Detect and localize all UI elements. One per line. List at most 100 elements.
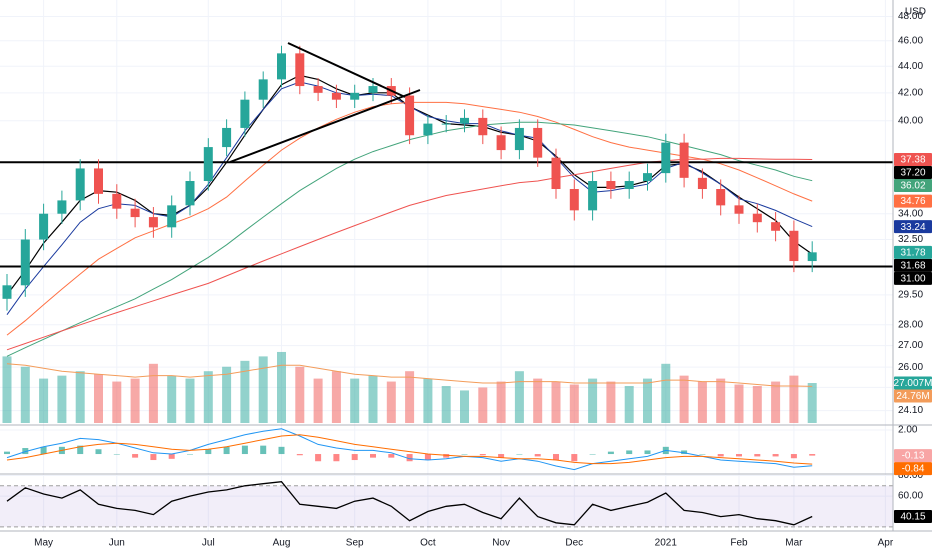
macd-histogram-bar xyxy=(40,446,47,455)
price-badge xyxy=(894,165,932,179)
volume-bar xyxy=(277,351,286,423)
price-badge xyxy=(894,509,932,523)
y-tick-label: 34.00 xyxy=(898,208,923,219)
macd-histogram-bar xyxy=(150,454,157,461)
macd-histogram-bar xyxy=(370,454,376,458)
volume-bar xyxy=(789,375,799,423)
price-badge-label: 37.38 xyxy=(900,155,925,166)
volume-bar xyxy=(533,378,543,423)
volume-bar xyxy=(423,378,433,423)
macd-histogram-bar xyxy=(516,454,523,455)
macd-histogram-bar xyxy=(113,454,120,455)
volume-bar xyxy=(313,378,323,423)
volume-bar xyxy=(130,378,140,423)
volume-bar xyxy=(222,366,232,423)
candle-body xyxy=(313,86,323,93)
price-badge xyxy=(894,245,932,259)
price-badge-label: 37.20 xyxy=(900,168,925,179)
volume-bar xyxy=(478,387,488,423)
volume-bar xyxy=(295,366,305,423)
volume-bar xyxy=(716,378,726,423)
macd-histogram-bar xyxy=(498,454,505,458)
volume-bar xyxy=(588,378,598,423)
candle-body xyxy=(423,123,433,136)
volume-bar xyxy=(112,381,122,423)
candle-body xyxy=(112,193,122,209)
macd-histogram-bar xyxy=(278,446,285,455)
y-tick-label: 32.50 xyxy=(898,234,923,245)
volume-bar xyxy=(185,378,195,423)
y-tick-label: 28.00 xyxy=(898,319,923,330)
price-badge-label: 40.15 xyxy=(900,512,925,523)
macd-histogram-bar xyxy=(443,454,450,458)
candle-body xyxy=(203,147,213,182)
marks xyxy=(0,45,893,526)
macd-histogram-bar xyxy=(589,454,596,455)
macd-histogram-bar xyxy=(22,448,29,455)
y-tick-label: 27.00 xyxy=(898,340,923,351)
volume-bar xyxy=(661,363,671,423)
candle-body xyxy=(2,285,12,299)
candle-body xyxy=(295,53,305,87)
x-tick-label: Sep xyxy=(346,538,364,549)
macd-histogram-bar xyxy=(772,454,779,457)
candle-body xyxy=(350,92,360,100)
price-badge-label: 34.76 xyxy=(900,196,925,207)
y-tick-label: 48.00 xyxy=(898,11,923,22)
price-badge xyxy=(894,462,932,476)
candle-body xyxy=(148,217,158,228)
price-badge-label: -0.13 xyxy=(902,451,925,462)
candle-body xyxy=(514,127,524,151)
candle-body xyxy=(185,181,195,206)
currency-label: USD xyxy=(905,7,926,18)
macd-histogram-bar xyxy=(406,454,413,462)
candle-body xyxy=(20,239,30,286)
price-badge xyxy=(894,376,932,390)
candle-body xyxy=(643,173,652,182)
volume-bar xyxy=(551,381,561,423)
volume-bar xyxy=(57,375,67,423)
candle-body xyxy=(460,117,469,124)
macd-histogram-bar xyxy=(790,454,797,459)
y-tick-label: 44.00 xyxy=(898,61,923,72)
candle-body xyxy=(441,123,451,125)
volume-bar xyxy=(203,371,213,423)
x-tick-label: Oct xyxy=(420,538,436,549)
candle-body xyxy=(240,99,250,128)
volume-bar xyxy=(148,363,158,423)
price-badge xyxy=(894,178,932,192)
candle-body xyxy=(478,117,488,136)
macd-histogram-bar xyxy=(4,451,10,455)
macd-histogram-bar xyxy=(388,454,395,458)
macd-histogram-bar xyxy=(571,454,578,462)
volume-bar xyxy=(167,375,177,423)
rsi-line xyxy=(6,481,813,526)
candle-body xyxy=(734,205,744,214)
candle-body xyxy=(39,213,49,240)
volume-bar xyxy=(624,386,634,423)
price-badge-label: 31.68 xyxy=(900,260,925,271)
macd-histogram-bar xyxy=(351,454,358,461)
macd-histogram-bar xyxy=(132,454,139,458)
volume-ma-line xyxy=(6,363,813,387)
macd-histogram-bar xyxy=(333,454,340,462)
candle-body xyxy=(94,168,103,194)
x-tick-label: May xyxy=(34,538,53,549)
macd-histogram-bar xyxy=(534,454,541,457)
moving-average-line xyxy=(6,157,813,351)
candle-body xyxy=(789,230,799,262)
volume-bar xyxy=(368,375,378,423)
macd-histogram-bar xyxy=(187,454,193,455)
candle-body xyxy=(258,79,268,100)
candle-body xyxy=(807,252,817,262)
volume-bar xyxy=(752,386,762,423)
price-badge-label: 36.02 xyxy=(900,181,925,192)
volume-bar xyxy=(441,386,451,423)
volume-bar xyxy=(20,366,30,423)
y-tick-label: 29.50 xyxy=(898,290,923,301)
price-badge-label: -0.84 xyxy=(902,464,925,475)
macd-histogram-bar xyxy=(644,450,651,455)
macd-histogram-bar xyxy=(553,454,559,461)
x-tick-label: Aug xyxy=(273,538,291,549)
